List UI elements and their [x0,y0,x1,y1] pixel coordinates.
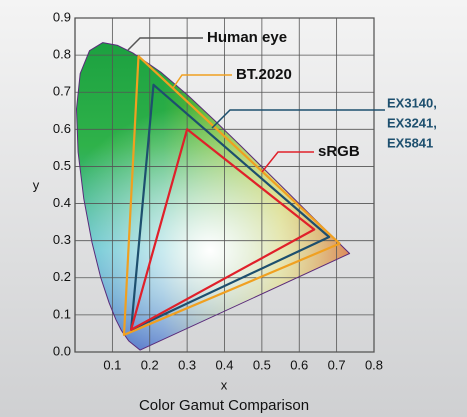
legend-label: EX3140, [387,95,437,110]
y-tick-label: 0.2 [53,269,71,284]
y-tick-label: 0.9 [53,9,71,24]
x-tick-label: 0.6 [290,357,308,372]
y-axis-label: y [33,177,40,192]
legend-label: sRGB [318,143,360,160]
legend-label: EX5841 [387,135,433,150]
x-tick-label: 0.5 [253,357,271,372]
y-tick-label: 0.7 [53,84,71,99]
y-tick-label: 0.1 [53,306,71,321]
chart-title: Color Gamut Comparison [139,397,309,414]
y-tick-label: 0.5 [53,158,71,173]
y-tick-label: 0.8 [53,47,71,62]
legend-label: Human eye [207,29,287,46]
x-tick-label: 0.7 [328,357,346,372]
x-tick-label: 0.3 [178,357,196,372]
chart: x y Color Gamut Comparison 0.0 0.1 0.2 0.3 0… [0,0,467,417]
legend-label: EX3241, [387,115,437,130]
x-tick-label: 0.2 [141,357,159,372]
x-axis-label: x [221,377,228,392]
x-tick-label: 0.1 [103,357,121,372]
y-tick-label: 0.6 [53,121,71,136]
y-tick-label: 0.3 [53,232,71,247]
legend-label: BT.2020 [236,66,292,83]
x-tick-label: 0.4 [215,357,233,372]
x-tick-label: 0.8 [365,357,383,372]
y-tick-label: 0.4 [53,195,71,210]
y-tick-label: 0.0 [53,343,71,358]
